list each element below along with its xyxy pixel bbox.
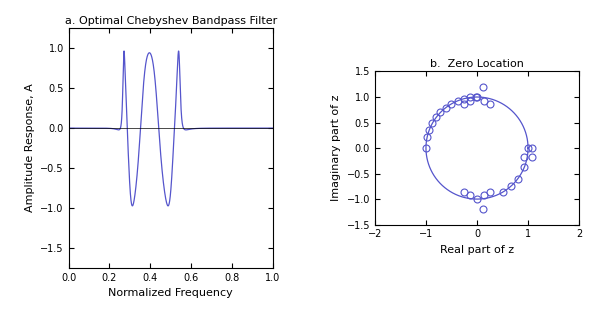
X-axis label: Normalized Frequency: Normalized Frequency xyxy=(109,288,233,298)
Title: a. Optimal Chebyshev Bandpass Filter: a. Optimal Chebyshev Bandpass Filter xyxy=(64,16,277,26)
Y-axis label: Amplitude Response, A: Amplitude Response, A xyxy=(24,84,35,212)
X-axis label: Real part of z: Real part of z xyxy=(440,245,514,255)
Y-axis label: Imaginary part of z: Imaginary part of z xyxy=(331,95,341,201)
Title: b.  Zero Location: b. Zero Location xyxy=(430,59,524,69)
